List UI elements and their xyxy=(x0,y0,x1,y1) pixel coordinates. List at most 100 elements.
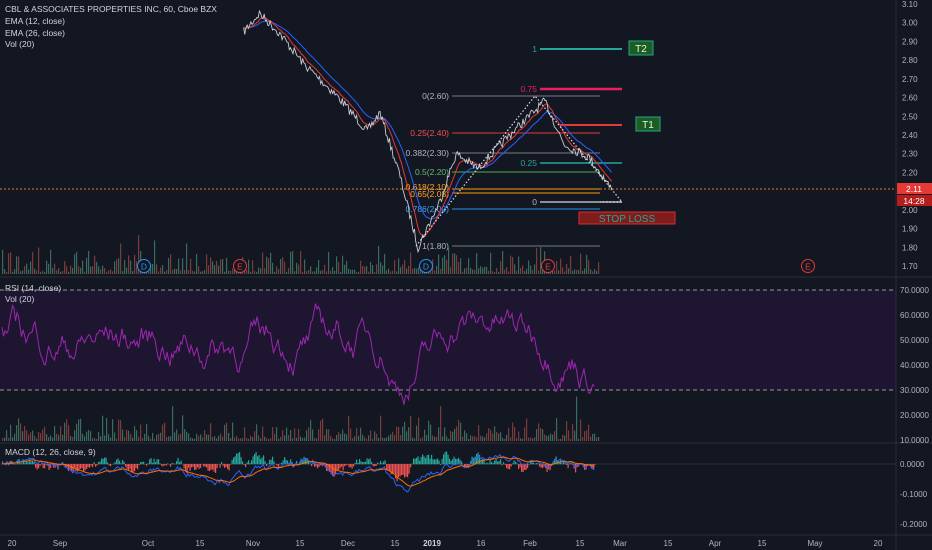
macd-bar xyxy=(137,464,139,470)
rsi-volume-bar xyxy=(440,406,442,441)
macd-bar xyxy=(347,464,349,465)
rsi-volume-bar xyxy=(222,436,224,441)
time-tick: Oct xyxy=(142,539,155,548)
macd-bar xyxy=(390,464,392,475)
rsi-volume-bar xyxy=(394,435,396,441)
volume-bar xyxy=(522,265,524,274)
price-tick: 2.70 xyxy=(902,75,918,84)
trend-projection[interactable]: 1 0.75 0.25 0 xyxy=(520,44,622,207)
macd-bar xyxy=(503,462,505,465)
volume-bar xyxy=(430,271,432,274)
macd-bar xyxy=(183,464,185,469)
rsi-volume-bar xyxy=(532,438,534,441)
macd-bar xyxy=(426,455,428,465)
rsi-volume-bar xyxy=(252,437,254,441)
target-t1[interactable]: T1 xyxy=(635,116,661,132)
rsi-volume-bar xyxy=(248,438,250,441)
volume-bar xyxy=(554,270,556,274)
rsi-volume-bar xyxy=(366,438,368,441)
event-marker-dividend[interactable] xyxy=(137,259,151,273)
macd-bar xyxy=(33,461,35,465)
macd-bar xyxy=(542,464,544,468)
macd-bar xyxy=(534,463,536,465)
rsi-volume-bar xyxy=(412,437,414,441)
macd-bar xyxy=(35,464,37,468)
volume-bar xyxy=(130,260,132,274)
volume-bar xyxy=(310,266,312,274)
rsi-volume-bar xyxy=(352,438,354,441)
macd-bar xyxy=(237,453,239,465)
macd-bar xyxy=(203,464,205,467)
volume-bar xyxy=(498,271,500,274)
macd-bar xyxy=(308,460,310,465)
rsi-volume-bar xyxy=(164,422,166,441)
macd-bar xyxy=(392,464,394,475)
time-tick: Mar xyxy=(613,539,627,548)
time-tick: Feb xyxy=(523,539,537,548)
volume-bar xyxy=(280,259,282,274)
rsi-volume-bar xyxy=(472,436,474,441)
macd-bar xyxy=(189,464,191,471)
fib-retracement[interactable]: 0(2.60) 0.25(2.40) 0.382(2.30) 0.5(2.20)… xyxy=(406,91,600,251)
volume-bar xyxy=(78,266,80,274)
volume-bar xyxy=(206,254,208,274)
volume-bar xyxy=(510,255,512,274)
rsi-volume-bar xyxy=(502,437,504,441)
rsi-volume-bar xyxy=(474,436,476,441)
volume-bar xyxy=(514,264,516,274)
macd-bar xyxy=(452,459,454,465)
rsi-volume-bar xyxy=(204,430,206,441)
macd-bar xyxy=(264,461,266,465)
macd-bar xyxy=(122,459,124,465)
rsi-volume-bar xyxy=(418,417,420,441)
macd-bar xyxy=(228,464,230,471)
macd-bar xyxy=(387,464,389,471)
rsi-volume-bar xyxy=(538,423,540,441)
macd-bar xyxy=(53,464,55,468)
macd-bar xyxy=(371,461,373,465)
event-marker-earnings[interactable] xyxy=(801,259,815,273)
signal-line xyxy=(1,456,595,487)
macd-bar xyxy=(42,464,44,469)
volume-bar xyxy=(2,249,4,274)
rsi-volume-bar xyxy=(518,431,520,441)
macd-bar xyxy=(204,464,206,467)
volume-bar xyxy=(68,271,70,274)
macd-bar xyxy=(206,464,208,468)
macd-bar xyxy=(239,452,241,465)
macd-bar xyxy=(455,458,457,465)
volume-bar xyxy=(354,269,356,274)
volume-bar xyxy=(434,270,436,274)
rsi-volume-bar xyxy=(522,438,524,441)
rsi-volume-bar xyxy=(388,435,390,441)
rsi-volume-bar xyxy=(198,435,200,441)
price-tick: 2.50 xyxy=(902,112,918,121)
volume-bar xyxy=(372,265,374,274)
volume-bar xyxy=(396,271,398,274)
event-marker-earnings[interactable] xyxy=(233,259,247,273)
volume-bar xyxy=(274,271,276,274)
rsi-volume-bar xyxy=(510,437,512,441)
target-t2[interactable]: T2 xyxy=(628,40,654,56)
macd-bar xyxy=(572,464,574,465)
event-marker-earnings[interactable] xyxy=(541,259,555,273)
macd-bar xyxy=(320,464,322,466)
volume-bar xyxy=(442,257,444,274)
volume-bar xyxy=(50,249,52,274)
rsi-volume-bar xyxy=(342,429,344,441)
macd-bar xyxy=(236,453,238,465)
stop-loss[interactable]: STOP LOSS xyxy=(578,211,676,225)
volume-bar xyxy=(236,271,238,274)
macd-bar xyxy=(281,462,283,465)
rsi-volume-bar xyxy=(42,429,44,441)
volume-bar xyxy=(318,259,320,274)
macd-bar xyxy=(261,457,263,465)
rsi-volume-bar xyxy=(170,435,172,441)
rsi-volume-bar xyxy=(70,435,72,441)
volume-bar xyxy=(360,260,362,274)
macd-bar xyxy=(486,462,488,465)
macd-bar xyxy=(396,464,398,482)
event-marker-dividend[interactable] xyxy=(419,259,433,273)
volume-bar xyxy=(456,255,458,274)
